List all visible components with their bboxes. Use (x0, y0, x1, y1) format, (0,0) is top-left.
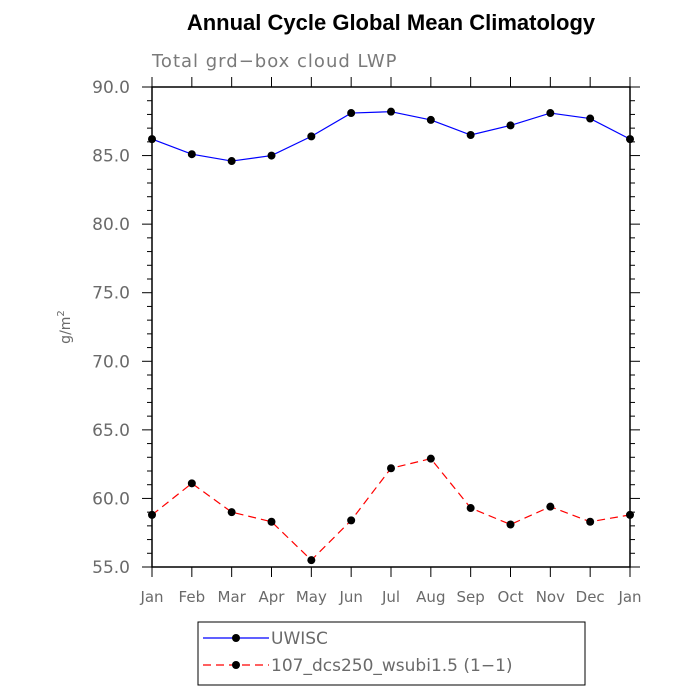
legend-item: 107_dcs250_wsubi1.5 (1−1) (203, 656, 513, 676)
y-tick-label: 80.0 (92, 215, 130, 235)
data-point (546, 502, 555, 511)
x-tick-label: Jun (338, 588, 362, 606)
y-tick-label: 65.0 (92, 421, 130, 441)
data-point (148, 135, 156, 144)
legend-label: UWISC (271, 629, 328, 649)
data-point (466, 131, 475, 139)
x-tick-label: Dec (576, 588, 605, 606)
series-line (151, 111, 631, 162)
y-tick-label: 70.0 (92, 352, 130, 372)
legend-swatch-marker (232, 634, 240, 642)
x-tick-label: Apr (259, 588, 286, 606)
data-point (506, 121, 515, 130)
svg-text:g/m2: g/m2 (56, 310, 74, 344)
data-point (426, 115, 435, 124)
y-tick-label: 85.0 (92, 147, 130, 167)
legend-item: UWISC (203, 629, 328, 649)
y-tick-label: 75.0 (92, 284, 130, 304)
x-tick-label: Nov (536, 588, 565, 606)
data-point (506, 520, 515, 529)
chart-subtitle: Total grd−box cloud LWP (151, 51, 398, 72)
data-point (148, 510, 156, 519)
data-point (387, 107, 395, 116)
data-point (387, 464, 395, 473)
y-axis-label-text: g/m (58, 317, 74, 344)
data-point (267, 517, 276, 526)
chart-title: Annual Cycle Global Mean Climatology (187, 10, 596, 35)
legend-box (197, 621, 586, 686)
data-point (546, 109, 555, 118)
y-tick-label: 55.0 (92, 558, 130, 578)
y-axis-label-superscript: 2 (56, 310, 67, 316)
data-point (626, 135, 634, 144)
legend-swatch-marker (232, 661, 240, 669)
y-tick-labels: 55.0 60.0 65.0 70.0 75.0 80.0 85.0 90.0 (92, 78, 130, 578)
data-point (307, 556, 316, 565)
data-point (187, 150, 196, 159)
x-tick-label: Oct (498, 588, 524, 606)
series-layer (148, 107, 634, 565)
data-point (187, 479, 196, 488)
data-point (586, 114, 595, 123)
y-tick-label: 90.0 (92, 78, 130, 98)
data-point (347, 516, 356, 525)
y-axis-label: g/m2 (56, 310, 74, 344)
series-2 (148, 454, 634, 565)
data-point (227, 157, 236, 166)
data-point (426, 454, 435, 463)
x-tick-label: May (296, 588, 327, 606)
legend: UWISC 107_dcs250_wsubi1.5 (1−1) (197, 621, 586, 686)
x-tick-label: Jul (381, 588, 400, 606)
x-tick-label: Jan (139, 588, 163, 606)
data-point (626, 510, 634, 519)
x-tick-labels: Jan Feb Mar Apr May Jun Jul Aug Sep Oct Nov Dec Jan (139, 588, 641, 606)
x-tick-label: Sep (457, 588, 485, 606)
series-line (151, 457, 631, 561)
x-tick-label: Mar (218, 588, 247, 606)
data-point (267, 151, 276, 160)
plot-frame (151, 86, 631, 568)
x-tick-label: Jan (617, 588, 641, 606)
data-point (307, 132, 316, 141)
data-point (347, 109, 356, 118)
data-point (586, 517, 595, 526)
series-1 (148, 107, 634, 166)
x-tick-label: Feb (179, 588, 206, 606)
axes (142, 77, 640, 577)
data-point (227, 508, 236, 517)
y-tick-label: 60.0 (92, 489, 130, 509)
data-point (466, 504, 475, 513)
x-tick-label: Aug (416, 588, 445, 606)
legend-label: 107_dcs250_wsubi1.5 (1−1) (271, 656, 513, 676)
